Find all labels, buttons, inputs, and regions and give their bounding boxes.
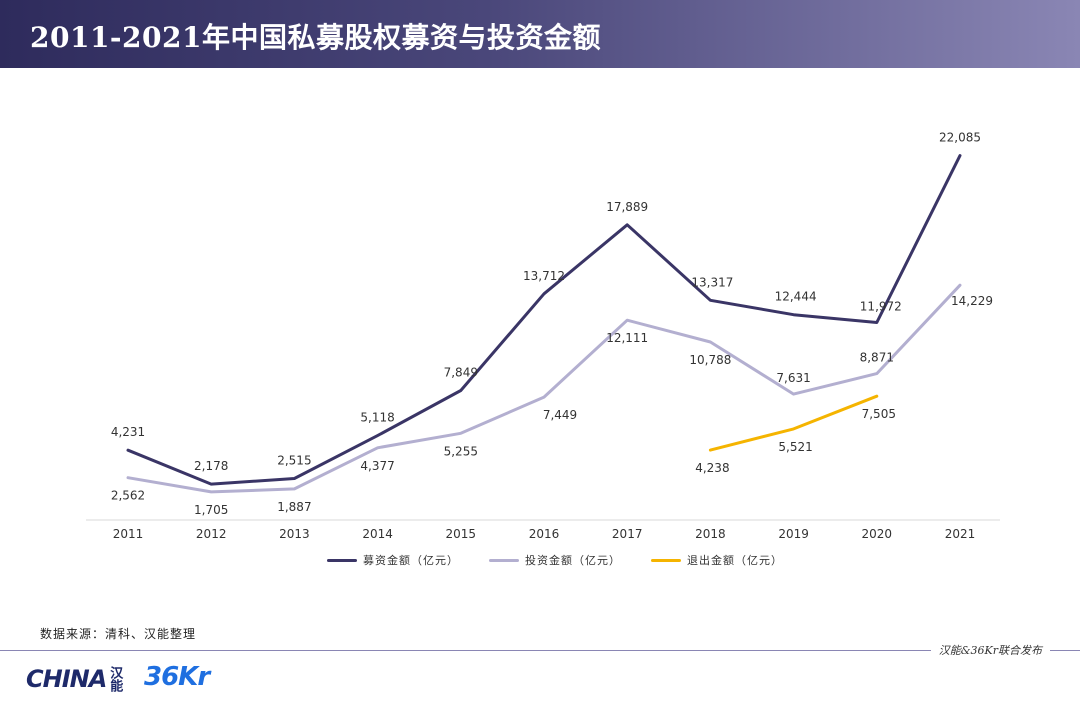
x-tick-label: 2018 — [695, 527, 726, 541]
x-tick-label: 2021 — [945, 527, 976, 541]
data-label: 5,521 — [778, 440, 812, 454]
legend-label: 募资金额（亿元） — [363, 554, 459, 567]
x-tick-label: 2020 — [862, 527, 893, 541]
data-label: 13,712 — [523, 269, 565, 283]
data-label: 4,231 — [111, 425, 145, 439]
legend-item: 退出金额（亿元） — [651, 552, 783, 568]
series-line-2 — [126, 283, 962, 494]
data-label: 1,705 — [194, 503, 228, 517]
x-tick-label: 2014 — [362, 527, 393, 541]
x-tick-label: 2011 — [113, 527, 144, 541]
data-label: 5,118 — [360, 411, 394, 425]
data-label: 7,505 — [862, 407, 896, 421]
legend-item: 募资金额（亿元） — [327, 552, 459, 568]
legend-swatch — [327, 558, 357, 562]
data-source-note: 数据来源：清科、汉能整理 — [40, 627, 197, 641]
legend-label: 投资金额（亿元） — [525, 554, 621, 567]
36kr-logo: 36Kr — [144, 662, 210, 692]
data-label: 7,631 — [776, 371, 810, 385]
legend-swatch — [651, 558, 681, 562]
series-line-1 — [126, 154, 962, 486]
data-label: 4,238 — [695, 461, 729, 475]
x-tick-label: 2019 — [778, 527, 809, 541]
data-label: 2,562 — [111, 489, 145, 503]
footer-divider — [0, 650, 1080, 651]
data-label: 2,515 — [277, 454, 311, 468]
header-banner: 2011-2021年中国私募股权募资与投资金额 — [0, 0, 1080, 68]
data-label: 7,849 — [444, 365, 478, 379]
data-label: 11,972 — [860, 299, 902, 313]
data-label: 8,871 — [860, 351, 894, 365]
data-label: 5,255 — [444, 444, 478, 458]
data-label: 1,887 — [277, 500, 311, 514]
page-title: 2011-2021年中国私募股权募资与投资金额 — [30, 21, 601, 54]
x-tick-label: 2017 — [612, 527, 643, 541]
x-tick-label: 2015 — [446, 527, 477, 541]
legend-item: 投资金额（亿元） — [489, 552, 621, 568]
data-label: 12,444 — [775, 290, 817, 304]
data-label: 13,317 — [691, 275, 733, 289]
data-label: 12,111 — [606, 331, 648, 345]
data-label: 10,788 — [689, 353, 731, 367]
data-label: 17,889 — [606, 200, 648, 214]
legend-swatch — [489, 558, 519, 562]
x-tick-label: 2012 — [196, 527, 227, 541]
x-tick-label: 2013 — [279, 527, 310, 541]
series-line-3 — [708, 394, 879, 452]
legend-label: 退出金额（亿元） — [687, 554, 783, 567]
china-logo-cn: 汉能 — [107, 666, 123, 692]
data-label: 2,178 — [194, 459, 228, 473]
chart-legend: 募资金额（亿元） 投资金额（亿元） 退出金额（亿元） — [327, 551, 813, 569]
data-label: 22,085 — [939, 131, 981, 145]
data-label: 4,377 — [360, 459, 394, 473]
footer-credit: 汉能&36Kr联合发布 — [930, 642, 1050, 658]
china-logo-text: CHINA — [26, 665, 107, 693]
data-label: 14,229 — [951, 294, 993, 308]
x-tick-label: 2016 — [529, 527, 560, 541]
china-logo: CHINA 汉能 — [26, 662, 123, 696]
data-label: 7,449 — [543, 408, 577, 422]
